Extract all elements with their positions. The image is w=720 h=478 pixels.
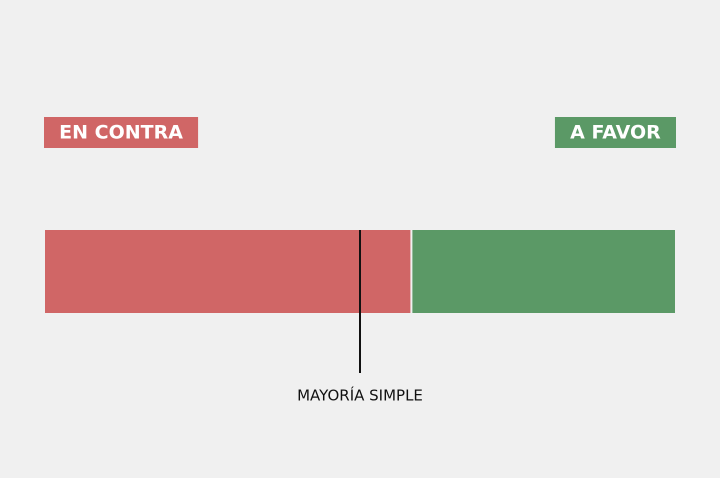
legend-label: A FAVOR (570, 122, 661, 144)
bar-segment (412, 230, 675, 313)
legend-swatch (44, 117, 199, 148)
bar-segment (45, 230, 411, 313)
legend-swatch (554, 117, 676, 148)
majority-label: MAYORÍA SIMPLE (297, 386, 423, 405)
legend-label: EN CONTRA (59, 122, 183, 144)
